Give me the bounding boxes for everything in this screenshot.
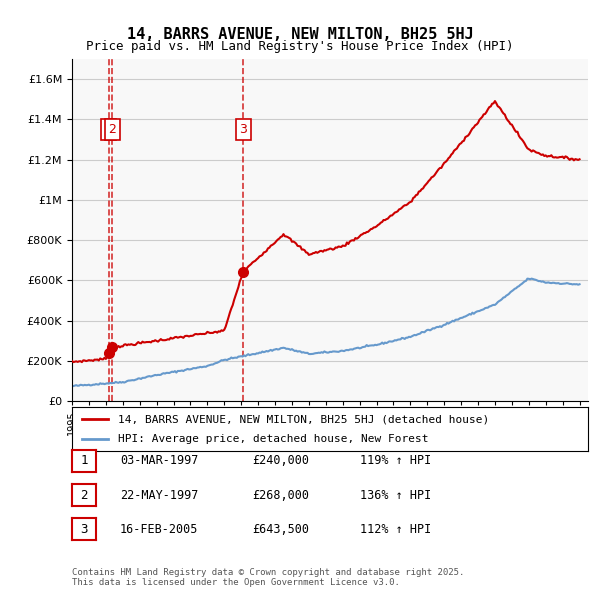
- Text: 1: 1: [80, 454, 88, 467]
- Text: 2: 2: [80, 489, 88, 502]
- Text: 22-MAY-1997: 22-MAY-1997: [120, 489, 199, 502]
- Text: 3: 3: [239, 123, 247, 136]
- Text: 16-FEB-2005: 16-FEB-2005: [120, 523, 199, 536]
- Text: 2: 2: [109, 123, 116, 136]
- Text: 1: 1: [105, 123, 113, 136]
- Text: 14, BARRS AVENUE, NEW MILTON, BH25 5HJ: 14, BARRS AVENUE, NEW MILTON, BH25 5HJ: [127, 27, 473, 41]
- Text: £240,000: £240,000: [252, 454, 309, 467]
- Text: HPI: Average price, detached house, New Forest: HPI: Average price, detached house, New …: [118, 434, 429, 444]
- Text: 119% ↑ HPI: 119% ↑ HPI: [360, 454, 431, 467]
- Text: £268,000: £268,000: [252, 489, 309, 502]
- Text: Price paid vs. HM Land Registry's House Price Index (HPI): Price paid vs. HM Land Registry's House …: [86, 40, 514, 53]
- Text: 136% ↑ HPI: 136% ↑ HPI: [360, 489, 431, 502]
- Text: 112% ↑ HPI: 112% ↑ HPI: [360, 523, 431, 536]
- Text: 14, BARRS AVENUE, NEW MILTON, BH25 5HJ (detached house): 14, BARRS AVENUE, NEW MILTON, BH25 5HJ (…: [118, 415, 490, 424]
- Text: 03-MAR-1997: 03-MAR-1997: [120, 454, 199, 467]
- Text: 3: 3: [80, 523, 88, 536]
- Text: £643,500: £643,500: [252, 523, 309, 536]
- Text: Contains HM Land Registry data © Crown copyright and database right 2025.
This d: Contains HM Land Registry data © Crown c…: [72, 568, 464, 587]
